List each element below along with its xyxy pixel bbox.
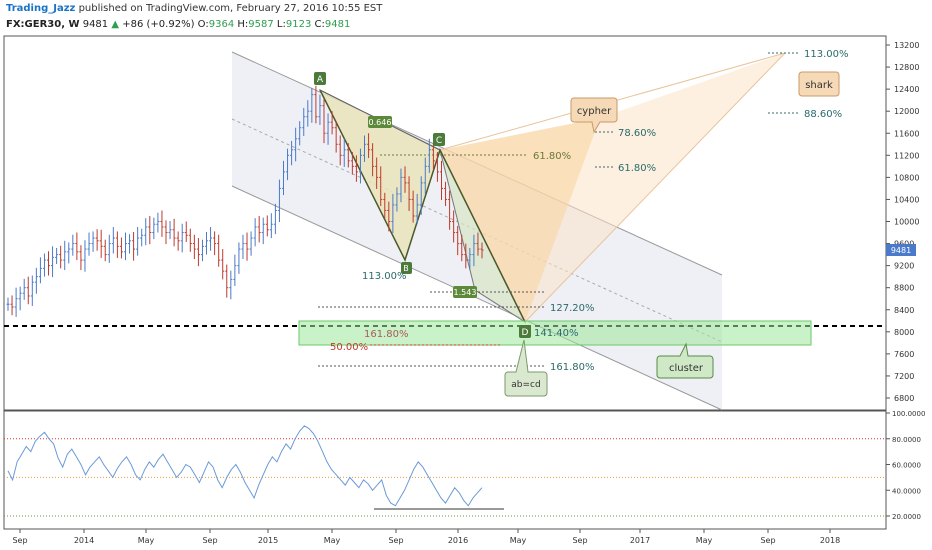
price-tick-label: 7600 [894,350,914,359]
ratio-ab-text: 0.646 [369,118,392,127]
time-tick-label: 2017 [630,536,650,545]
time-tick-label: 2014 [74,536,94,545]
abcd-callout: ab=cd [504,339,548,397]
time-axis: Sep 2014 May Sep 2015 May Sep 2016 May Sep 2017 May… [12,529,840,545]
price-candles [6,85,484,317]
point-c-marker: C [433,133,445,146]
price-tick-label: 9200 [894,262,914,271]
shark-label: shark [805,80,833,91]
rsi-levels [4,438,886,517]
last-price: 9481 [82,19,109,30]
ratio-cd-badge: 1.543 [453,286,477,298]
price-tick-label: 12000 [894,107,919,116]
price-tick-label: 12800 [894,63,919,72]
cluster-label: cluster [669,363,704,374]
author-link[interactable]: Trading_Jazz [6,3,76,14]
time-tick-label: 2015 [258,536,278,545]
price-tick-label: 10400 [894,195,919,204]
shark-line-2 [524,52,786,323]
price-tick-label: 6800 [894,394,914,403]
fib-500-label: 50.00% [330,342,368,353]
time-tick-label: May [138,536,155,545]
fib-sh886-label: 88.60% [804,109,842,120]
price-tick-label: 11600 [894,129,919,138]
point-c-label: C [436,136,442,146]
close-label: C: [314,19,325,30]
ohlc-line: FX:GER30, W 9481 ▲ +86 (+0.92%) O:9364 H… [6,19,350,30]
price-tick-label: 10800 [894,173,919,182]
time-tick-label: Sep [202,536,217,545]
publish-info: published on TradingView.com, February 2… [78,3,383,14]
cluster-callout: cluster [656,342,714,379]
price-tick-label: 7200 [894,372,914,381]
price-tick-label: 8800 [894,284,914,293]
abcd-label: ab=cd [511,380,540,390]
point-b-label: B [403,264,409,273]
close-value: 9481 [324,19,351,30]
shark-callout: shark [798,71,840,97]
point-a-marker: A [314,72,326,85]
fib-1414-label: 141.40% [534,328,579,339]
fib-cy786-label: 78.60% [618,128,656,139]
fib-c618-label: 61.80% [533,151,571,162]
price-tick-label: 10000 [894,218,919,227]
rsi-series-line [7,425,483,507]
price-tick-label: 11200 [894,151,919,160]
rsi-pane-frame [3,410,887,530]
time-tick-label: May [510,536,527,545]
current-price-label: 9481 [891,246,911,255]
cypher-label: cypher [577,106,612,117]
time-tick-label: Sep [760,536,775,545]
ratio-ab-badge: 0.646 [368,116,392,128]
rsi-tick-label: 60.0000 [892,462,921,470]
fib-1272-label: 127.20% [550,303,595,314]
rsi-tick-label: 80.0000 [892,436,921,444]
time-tick-label: 2018 [820,536,840,545]
cypher-fan [440,118,600,322]
change-arrow-icon: ▲ [111,19,120,30]
price-tick-label: 8000 [894,328,914,337]
price-pane-frame [3,35,887,411]
fib-1618b-label: 161.80% [550,362,595,373]
price-tick-label: 13200 [894,41,919,50]
time-tick-label: Sep [572,536,587,545]
current-price-tag: 9481 [886,244,916,256]
fib-sh113-label: 113.00% [804,49,849,60]
rsi-axis: 100.0000 80.0000 60.0000 40.0000 20.0000 [886,410,925,521]
cluster-zone [298,320,812,346]
open-label: O: [197,19,209,30]
change-value: +86 (+0.92%) [122,19,195,30]
fib-bc-label: 113.00% [362,271,407,282]
time-tick-label: Sep [12,536,27,545]
rsi-tick-label: 40.0000 [892,487,921,495]
chart-canvas[interactable]: A B C D 0.646 1.543 113.00% 61.80% 127.2… [0,34,932,550]
channel-lower [231,185,723,411]
point-b-marker: B [401,262,412,274]
rsi-tick-label: 100.0000 [892,410,925,418]
price-axis: 13200 12800 12400 12000 11600 11200 10800 10400… [886,41,919,403]
point-d-label: D [522,328,529,338]
fib-cy618-label: 61.80% [618,163,656,174]
time-tick-label: 2016 [448,536,468,545]
time-tick-label: May [324,536,341,545]
point-a-label: A [317,75,324,85]
ratio-cd-text: 1.543 [454,288,477,297]
point-d-marker: D [519,325,531,338]
chart-header: Trading_Jazz published on TradingView.co… [0,0,932,34]
low-label: L: [276,19,286,30]
open-value: 9364 [208,19,235,30]
symbol-label: FX:GER30, W [6,19,80,30]
pattern-leg-line [319,89,526,323]
time-tick-label: May [696,536,713,545]
price-tick-label: 8400 [894,306,914,315]
cypher-callout: cypher [570,97,618,134]
fib-1618-label: 161.80% [364,329,409,340]
price-tick-label: 12400 [894,85,919,94]
low-value: 9123 [285,19,312,30]
high-label: H: [237,19,249,30]
rsi-tick-label: 20.0000 [892,513,921,521]
high-value: 9587 [248,19,274,30]
publish-line: Trading_Jazz published on TradingView.co… [6,3,382,14]
time-tick-label: Sep [388,536,403,545]
